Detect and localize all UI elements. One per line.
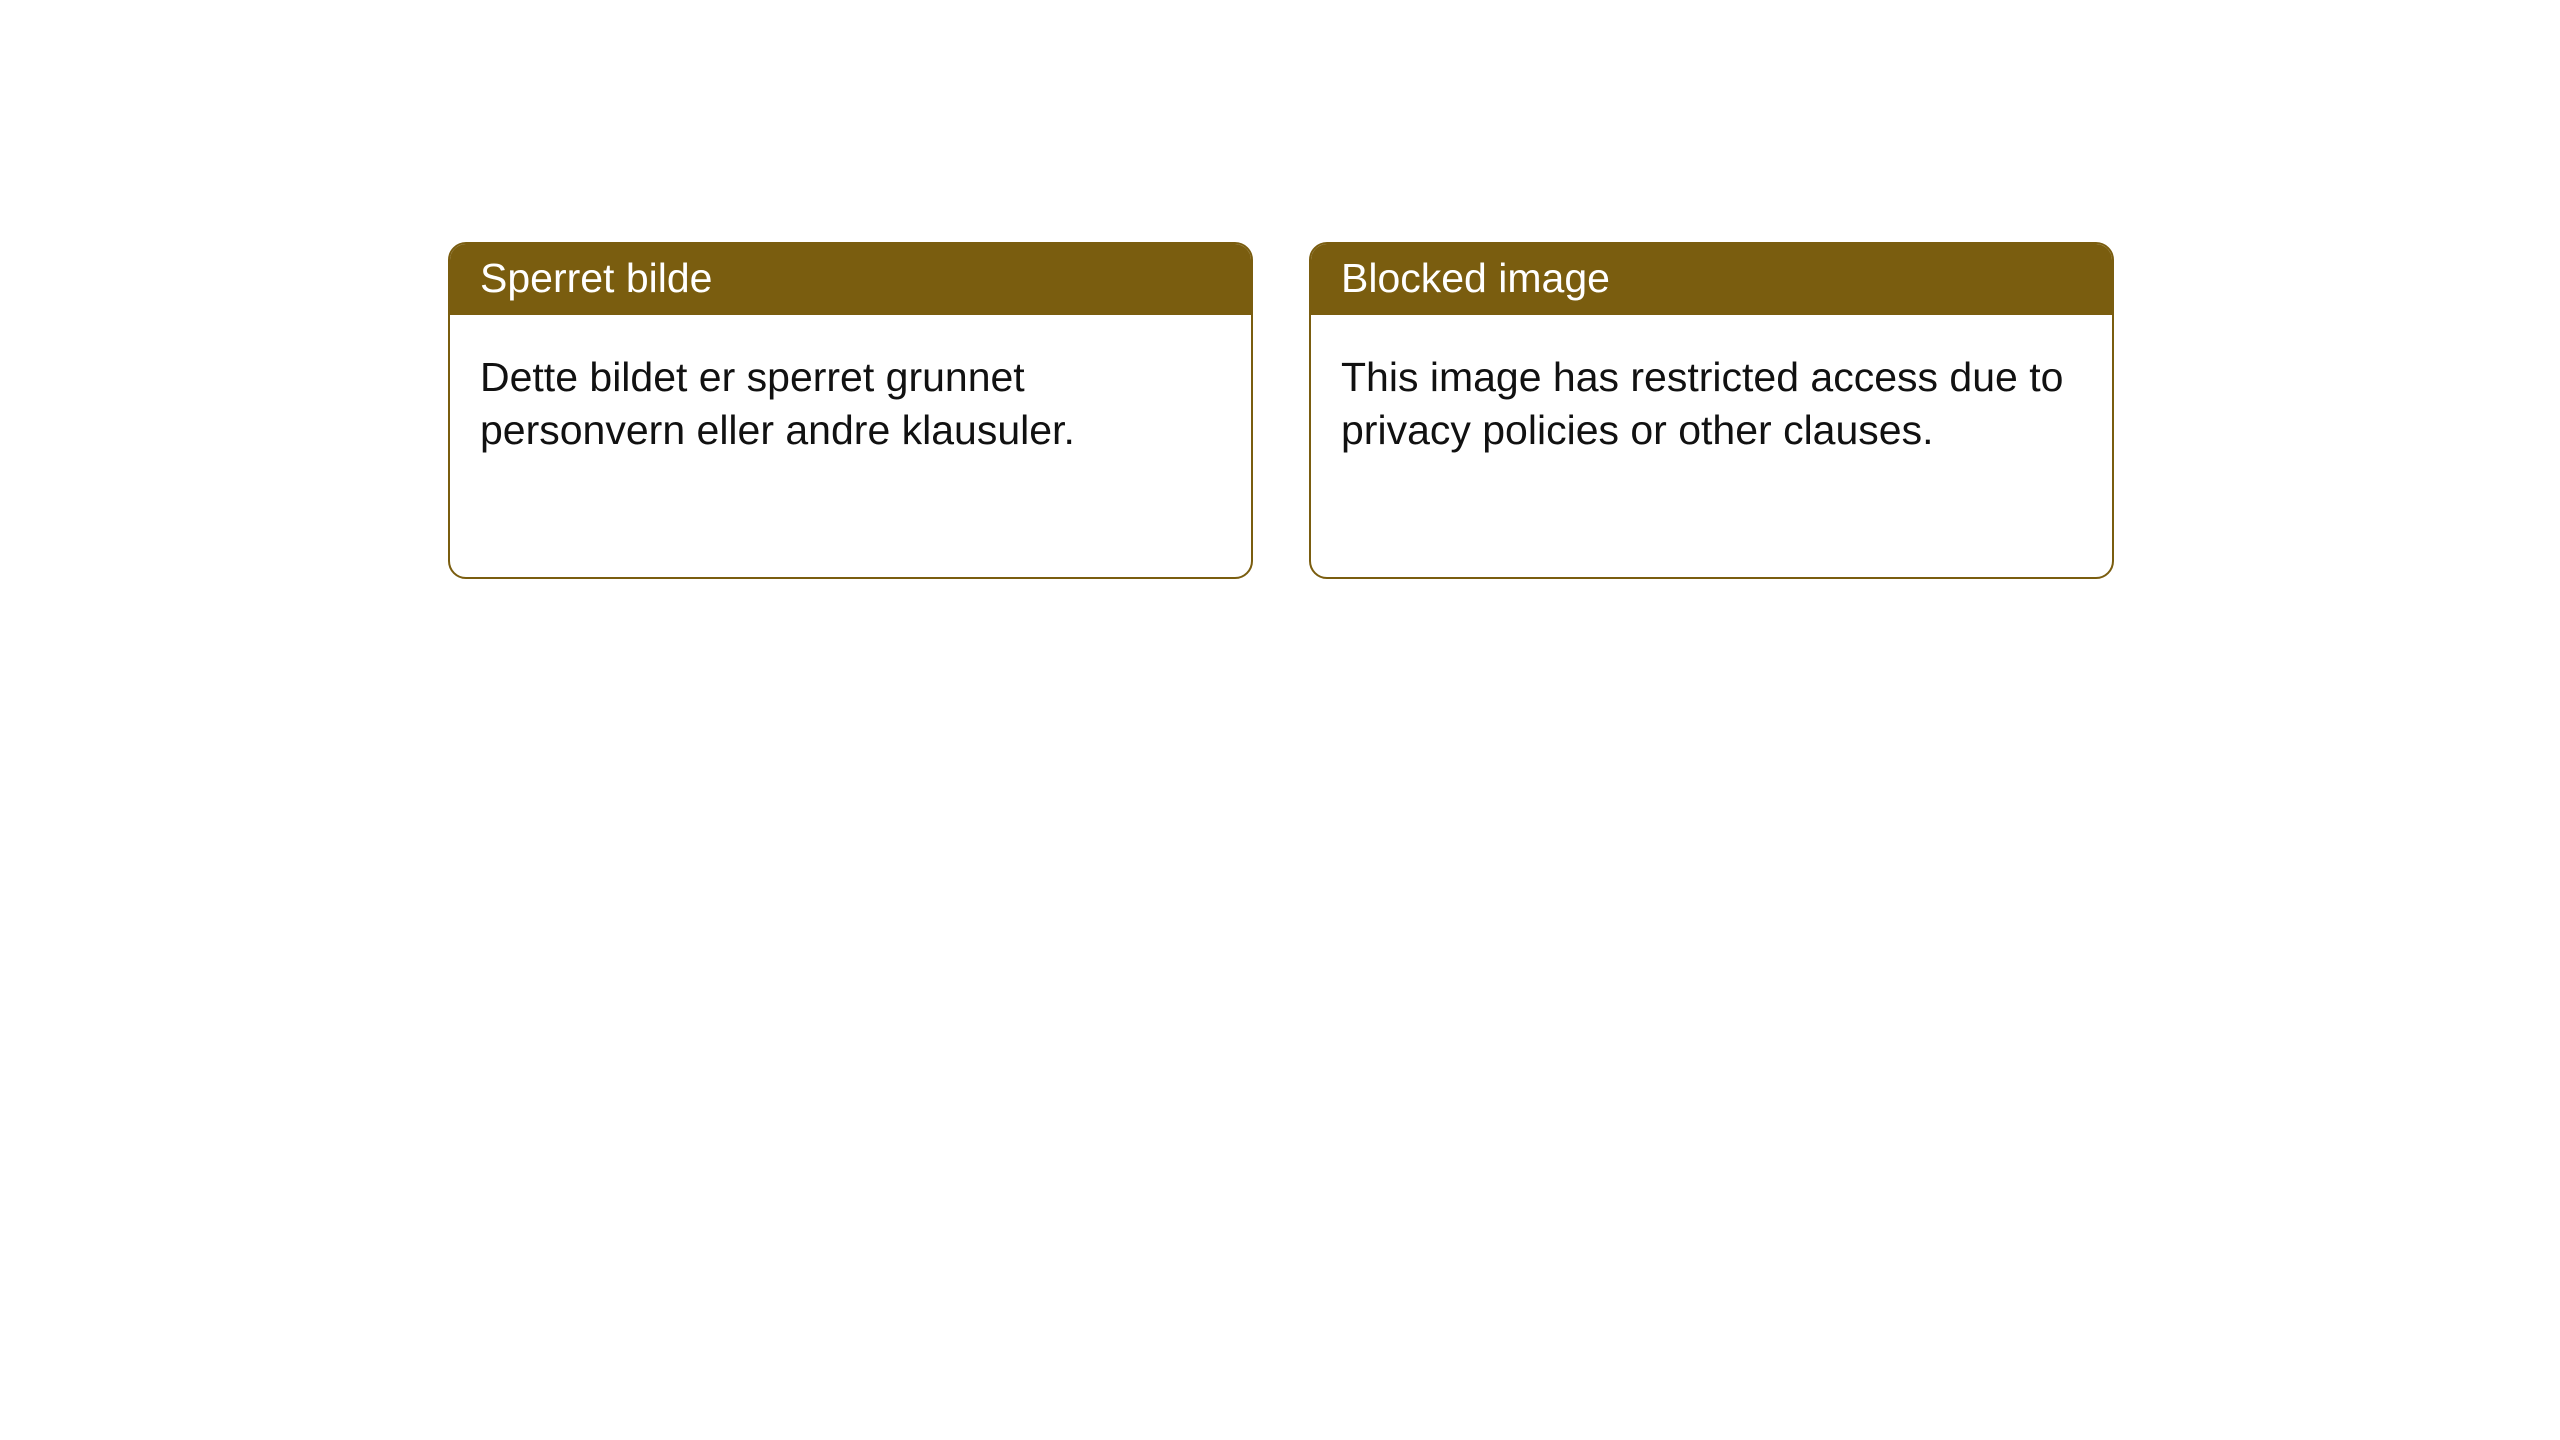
card-title-no: Sperret bilde — [450, 244, 1251, 315]
card-title-en: Blocked image — [1311, 244, 2112, 315]
card-body-no: Dette bildet er sperret grunnet personve… — [450, 315, 1251, 486]
blocked-image-card-en: Blocked image This image has restricted … — [1309, 242, 2114, 579]
notice-container: Sperret bilde Dette bildet er sperret gr… — [0, 0, 2560, 579]
blocked-image-card-no: Sperret bilde Dette bildet er sperret gr… — [448, 242, 1253, 579]
card-body-en: This image has restricted access due to … — [1311, 315, 2112, 486]
